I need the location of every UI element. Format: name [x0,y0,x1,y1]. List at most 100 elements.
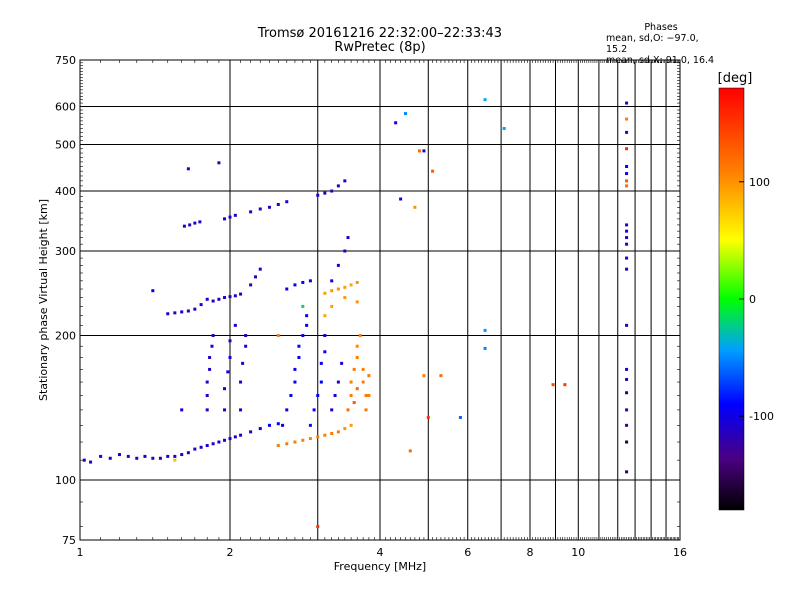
data-point [323,334,327,338]
data-point [199,445,203,449]
x-tick-label: 10 [571,546,585,559]
data-point [217,161,221,165]
data-point [346,236,350,240]
data-point [233,435,237,439]
colorbar-tick-label: 100 [749,176,770,189]
data-point [330,408,334,412]
data-point [330,189,334,193]
data-point [336,184,340,188]
data-point [312,408,316,412]
data-point [285,442,289,446]
data-point [343,249,347,253]
data-point [186,167,190,171]
data-point [244,344,248,348]
data-point [211,299,215,303]
data-point [439,374,443,378]
x-tick-label: 4 [377,546,384,559]
data-point [226,370,230,374]
data-point [394,121,398,125]
data-point [151,456,155,460]
data-point [241,361,245,365]
data-point [319,380,323,384]
data-point [82,458,86,462]
data-point [323,433,327,437]
data-point [186,451,190,455]
data-point [258,427,262,431]
data-point [135,456,139,460]
data-point [173,311,177,315]
data-point [343,296,347,300]
data-point [305,314,309,318]
data-point [625,229,629,233]
data-point [364,394,368,398]
data-point [205,380,209,384]
chart-subtitle: RwPretec (8p) [334,40,426,55]
data-point [625,236,629,240]
y-tick-label: 75 [62,534,76,547]
data-point [625,172,629,176]
data-point [233,323,237,327]
data-point [193,447,197,451]
data-point [625,408,629,412]
data-point [267,205,271,209]
data-point [108,456,112,460]
data-point [343,427,347,431]
data-point [126,454,130,458]
data-point [340,361,344,365]
data-point [355,344,359,348]
x-tick-label: 16 [673,546,687,559]
data-point [151,289,155,293]
data-point [431,169,435,173]
data-point [308,423,312,427]
data-point [355,387,359,391]
data-point [180,310,184,314]
data-point [355,280,359,284]
data-point [343,285,347,289]
data-point [316,525,320,529]
data-point [205,444,209,448]
data-point [276,444,280,448]
data-point [301,334,305,338]
data-point [158,456,162,460]
data-point [323,314,327,318]
data-point [367,374,371,378]
phases-o-mode: mean, sd,O: −97.0, 15.2 [606,33,699,55]
data-point [223,438,227,442]
scatter-points [82,98,629,529]
data-point [625,184,629,188]
data-point [364,408,368,412]
y-tick-label: 600 [55,101,76,114]
data-point [625,256,629,260]
x-axis: 1 2 4 6 8 10 16 [77,60,687,559]
data-point [355,300,359,304]
x-tick-label: 8 [527,546,534,559]
data-point [223,217,227,221]
data-point [276,422,280,426]
data-point [223,296,227,300]
data-point [228,295,232,299]
data-point [258,207,262,211]
data-point [293,367,297,371]
data-point [293,380,297,384]
data-point [458,415,462,419]
data-point [276,334,280,338]
data-point [173,458,177,462]
colorbar-tick-label: 0 [749,293,756,306]
data-point [563,383,567,387]
data-point [210,344,214,348]
data-point [349,380,353,384]
data-point [502,126,506,130]
data-point [417,149,421,153]
x-tick-label: 1 [77,546,84,559]
data-point [343,179,347,183]
x-tick-label: 2 [227,546,234,559]
data-point [308,437,312,441]
y-axis: 75 100 200 300 400 500 600 750 [55,54,680,547]
data-point [316,435,320,439]
data-point [166,454,170,458]
data-point [193,221,197,225]
data-point [211,442,215,446]
data-point [330,304,334,308]
data-point [352,401,356,405]
data-point [293,283,297,287]
